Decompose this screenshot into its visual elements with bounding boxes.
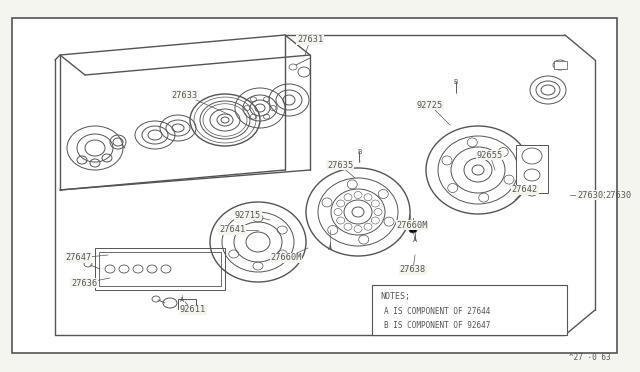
Text: 92611: 92611 [180,305,206,314]
Text: A: A [328,245,332,251]
Text: 27630: 27630 [577,190,603,199]
Bar [372,285,567,335]
Text: A: A [180,297,184,303]
Text: 27641: 27641 [219,225,245,234]
Text: B IS COMPONENT OF 92647: B IS COMPONENT OF 92647 [384,321,490,330]
Bar [99,252,221,286]
Text: 27638: 27638 [400,266,426,275]
Text: 27636: 27636 [71,279,97,288]
Text: 27630: 27630 [605,190,631,199]
Text: NOTES;: NOTES; [380,292,410,301]
Text: 27635: 27635 [327,160,353,170]
Text: 92725: 92725 [417,100,443,109]
Bar [95,248,225,290]
Text: B: B [454,79,458,85]
Text: A: A [413,237,417,243]
Text: 27642: 27642 [512,186,538,195]
Text: 27660M: 27660M [270,253,301,263]
Text: 92655: 92655 [477,151,503,160]
Text: 27631: 27631 [297,35,323,45]
Bar [516,145,548,193]
Bar [554,61,567,69]
Text: 92715: 92715 [235,211,261,219]
Text: 27633: 27633 [172,90,198,99]
Text: A IS COMPONENT OF 27644: A IS COMPONENT OF 27644 [384,308,490,317]
Bar [178,299,196,309]
Text: B: B [357,149,361,155]
Text: 27660M: 27660M [396,221,428,230]
Ellipse shape [409,227,417,233]
Text: ^27 ⋅0 63: ^27 ⋅0 63 [569,353,611,362]
Text: 27647: 27647 [65,253,91,263]
